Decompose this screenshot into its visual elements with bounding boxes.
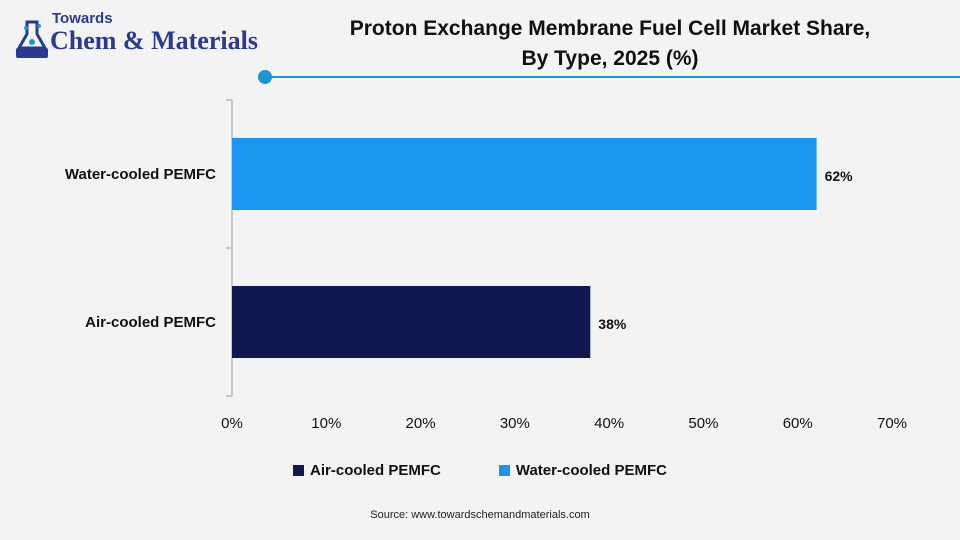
x-tick-label: 50% (688, 415, 718, 432)
source-note: Source: www.towardschemandmaterials.com (370, 509, 590, 521)
chart-title-line-2: By Type, 2025 (%) (521, 47, 699, 70)
data-label: 38% (598, 316, 627, 332)
chart-legend: Air-cooled PEMFC Water-cooled PEMFC (0, 462, 960, 479)
x-tick-label: 40% (594, 415, 624, 432)
bar-1 (232, 286, 591, 358)
title-divider-dot (258, 70, 272, 84)
x-tick-label: 0% (221, 415, 243, 432)
x-tick-label: 30% (500, 415, 530, 432)
data-label: 62% (825, 168, 854, 184)
legend-swatch-water-cooled (498, 465, 510, 476)
category-label: Air-cooled PEMFC (85, 314, 216, 331)
chart-title-line-1: Proton Exchange Membrane Fuel Cell Marke… (349, 17, 871, 40)
legend-item-air-cooled: Air-cooled PEMFC (293, 462, 441, 479)
x-tick-label: 70% (877, 415, 907, 432)
title-divider-line (268, 76, 960, 78)
legend-swatch-air-cooled (293, 465, 305, 476)
legend-item-water-cooled: Water-cooled PEMFC (498, 462, 667, 479)
legend-label-water-cooled: Water-cooled PEMFC (515, 462, 667, 479)
chart-title: Proton Exchange Membrane Fuel Cell Marke… (260, 14, 960, 74)
bar-0 (232, 138, 817, 210)
brand-name: Chem & Materials (50, 26, 258, 55)
title-divider (258, 70, 960, 84)
x-tick-label: 20% (406, 415, 436, 432)
x-tick-label: 10% (311, 415, 341, 432)
brand-tagline: Towards (52, 10, 113, 27)
category-label: Water-cooled PEMFC (65, 166, 216, 183)
x-tick-label: 60% (783, 415, 813, 432)
brand-logo: Towards Chem & Materials (14, 8, 258, 68)
legend-label-air-cooled: Air-cooled PEMFC (310, 462, 441, 479)
flask-logo-icon (16, 20, 48, 58)
